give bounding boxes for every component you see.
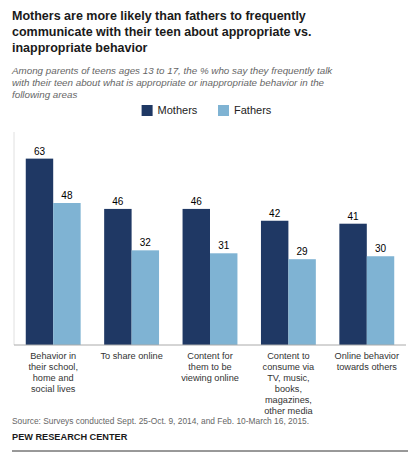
data-label: 30 — [375, 243, 387, 254]
credit: PEW RESEARCH CENTER — [12, 432, 128, 442]
bar — [261, 221, 288, 345]
bar — [132, 250, 159, 345]
data-label: 29 — [297, 246, 309, 257]
bar — [53, 203, 80, 345]
data-label: 41 — [348, 211, 360, 222]
y-axis-line — [14, 132, 15, 345]
bar — [104, 209, 131, 345]
legend-swatch — [218, 105, 229, 116]
source: Source: Surveys conducted Sept. 25-Oct. … — [12, 416, 309, 426]
data-label: 63 — [34, 146, 46, 157]
data-labels: 63 48 46 32 46 31 42 29 41 30 — [34, 146, 387, 258]
legend: Mothers Fathers — [142, 104, 272, 116]
data-label: 46 — [191, 196, 203, 207]
bar — [339, 224, 366, 345]
x-tick-label: Content toconsume viaTV, music,books,mag… — [263, 351, 315, 416]
title: Mothers are more likely than fathers to … — [12, 9, 311, 55]
bar — [183, 209, 210, 345]
bar — [26, 159, 53, 345]
x-tick-label: Behavior intheir school,home andsocial l… — [28, 351, 78, 394]
data-label: 48 — [61, 190, 73, 201]
data-label: 32 — [140, 237, 152, 248]
bar — [367, 256, 394, 345]
subtitle: Among parents of teens ages 13 to 17, th… — [11, 65, 333, 100]
x-axis-line — [14, 345, 406, 346]
chart-svg: Mothers are more likely than fathers to … — [0, 0, 420, 463]
x-tick-label: Online behaviortowards others — [335, 351, 399, 372]
data-label: 46 — [112, 196, 124, 207]
bars — [26, 159, 394, 345]
data-label: 31 — [218, 240, 230, 251]
bar — [210, 253, 237, 345]
legend-swatch — [142, 105, 153, 116]
legend-label: Fathers — [234, 104, 272, 116]
separator — [12, 451, 408, 452]
chart-container: Mothers are more likely than fathers to … — [0, 0, 420, 463]
data-label: 42 — [269, 208, 281, 219]
bar — [288, 259, 315, 345]
legend-label: Mothers — [158, 104, 198, 116]
x-tick-label: Content forthem to beviewing online — [181, 351, 239, 383]
x-tick-label: To share online — [100, 351, 162, 361]
